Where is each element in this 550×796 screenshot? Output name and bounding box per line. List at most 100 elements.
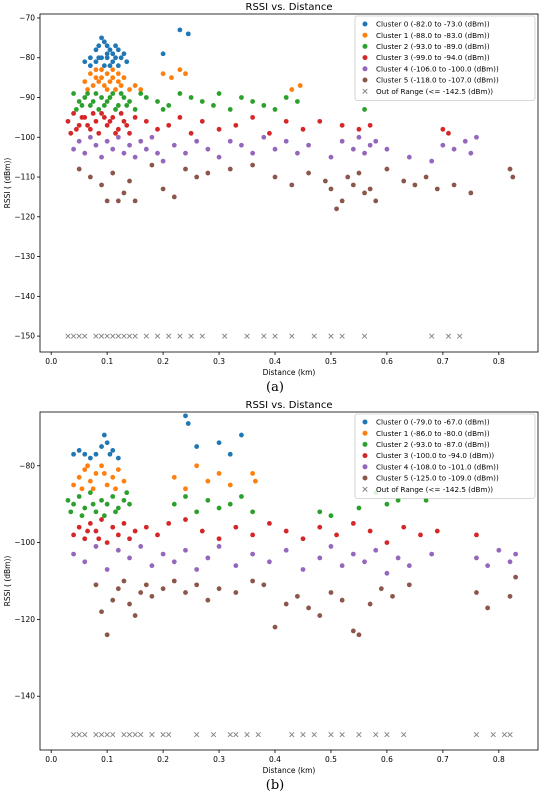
series-0 bbox=[71, 413, 244, 461]
data-point bbox=[250, 509, 256, 515]
data-point bbox=[138, 138, 144, 144]
data-point bbox=[110, 170, 116, 176]
data-point bbox=[93, 59, 99, 65]
data-point bbox=[300, 536, 306, 542]
data-point bbox=[272, 174, 278, 180]
data-point bbox=[227, 138, 233, 144]
data-point bbox=[87, 126, 93, 132]
data-point bbox=[93, 544, 99, 549]
x-tick-label: 0.4 bbox=[269, 755, 281, 764]
y-axis-label: RSSI ( (dBm)) bbox=[3, 158, 12, 209]
y-tick-label: −150 bbox=[14, 332, 35, 341]
legend-marker bbox=[362, 441, 368, 447]
legend-entry-6: Out of Range (<= -142.5 (dBm)) bbox=[376, 87, 493, 96]
data-point bbox=[177, 67, 183, 73]
data-point bbox=[171, 194, 177, 200]
data-point bbox=[166, 103, 172, 108]
data-point bbox=[194, 509, 200, 515]
data-point bbox=[71, 111, 76, 116]
data-point bbox=[350, 551, 356, 557]
data-point bbox=[127, 130, 132, 136]
data-point bbox=[233, 122, 239, 128]
out-of-range-marker bbox=[188, 333, 194, 339]
out-of-range-marker bbox=[222, 333, 228, 339]
data-point bbox=[183, 517, 188, 522]
x-tick-label: 0.0 bbox=[45, 755, 57, 764]
data-point bbox=[115, 467, 121, 473]
data-point bbox=[110, 524, 116, 530]
data-point bbox=[101, 114, 107, 120]
data-point bbox=[82, 536, 88, 542]
data-point bbox=[110, 75, 116, 81]
data-point bbox=[356, 170, 362, 176]
out-of-range-marker bbox=[110, 333, 116, 339]
out-of-range-marker bbox=[244, 732, 250, 738]
data-point bbox=[99, 111, 104, 116]
data-point bbox=[317, 555, 323, 561]
data-point bbox=[250, 551, 256, 557]
y-axis-label: RSSI ( (dBm)) bbox=[3, 556, 12, 607]
out-of-range-marker bbox=[501, 732, 508, 738]
data-point bbox=[440, 142, 446, 148]
data-point bbox=[93, 118, 99, 124]
out-of-range-marker bbox=[132, 333, 138, 339]
y-tick-label: −140 bbox=[14, 292, 35, 301]
series-4 bbox=[71, 544, 519, 576]
x-tick-label: 0.5 bbox=[325, 357, 337, 366]
data-point bbox=[177, 114, 183, 120]
data-point bbox=[283, 138, 289, 144]
data-point bbox=[87, 478, 93, 484]
data-point bbox=[328, 186, 334, 192]
data-point bbox=[68, 130, 74, 136]
data-point bbox=[205, 170, 211, 176]
data-point bbox=[82, 150, 88, 156]
data-point bbox=[149, 162, 155, 168]
out-of-range-marker bbox=[104, 732, 110, 738]
legend-marker bbox=[362, 32, 368, 38]
out-of-range-marker bbox=[507, 732, 513, 738]
data-point bbox=[384, 146, 390, 152]
data-point bbox=[406, 154, 412, 160]
data-point bbox=[367, 601, 373, 607]
out-of-range-marker bbox=[384, 732, 390, 738]
data-point bbox=[183, 590, 188, 595]
data-point bbox=[65, 497, 71, 503]
data-point bbox=[401, 178, 407, 184]
data-point bbox=[356, 134, 362, 140]
data-point bbox=[350, 146, 356, 152]
data-point bbox=[166, 122, 172, 128]
legend-entry-2: Cluster 2 (-93.0 to -89.0 (dBm)) bbox=[376, 42, 490, 51]
out-of-range-marker bbox=[70, 732, 77, 738]
series-5 bbox=[76, 162, 516, 212]
data-point bbox=[227, 451, 233, 457]
data-point bbox=[73, 126, 79, 132]
data-point bbox=[474, 134, 479, 140]
data-point bbox=[412, 182, 418, 188]
data-point bbox=[205, 597, 211, 603]
data-point bbox=[267, 520, 272, 526]
data-point bbox=[96, 536, 102, 542]
data-point bbox=[104, 482, 110, 488]
data-point bbox=[115, 198, 121, 204]
legend-entry-0: Cluster 0 (-82.0 to -73.0 (dBm)) bbox=[376, 20, 490, 29]
data-point bbox=[160, 551, 166, 557]
data-point bbox=[211, 103, 216, 108]
data-point bbox=[283, 528, 289, 534]
legend-marker bbox=[362, 464, 368, 470]
out-of-range-marker bbox=[121, 333, 127, 339]
data-point bbox=[121, 520, 127, 526]
data-point bbox=[143, 95, 149, 100]
data-point bbox=[171, 474, 177, 480]
data-point bbox=[99, 182, 104, 188]
data-point bbox=[115, 586, 121, 592]
data-point bbox=[115, 103, 121, 108]
data-point bbox=[115, 71, 121, 77]
data-point bbox=[261, 103, 267, 108]
out-of-range-marker bbox=[401, 732, 407, 738]
data-point bbox=[429, 551, 435, 557]
data-point bbox=[328, 154, 334, 160]
data-point bbox=[339, 198, 345, 204]
plot-frame bbox=[39, 411, 539, 751]
data-point bbox=[328, 590, 334, 595]
data-point bbox=[183, 547, 188, 553]
